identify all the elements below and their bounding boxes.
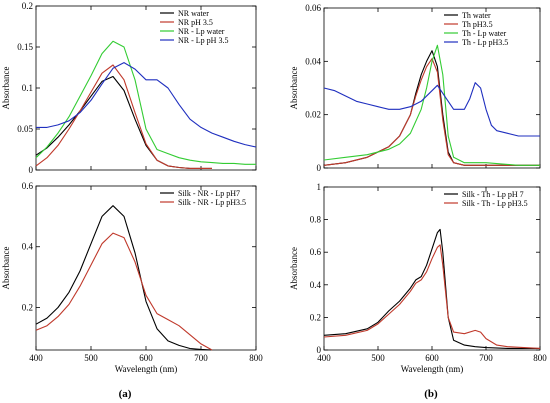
series-line — [323, 44, 540, 166]
y-tick-label: 0.06 — [305, 3, 321, 13]
y-tick-label: 0.2 — [310, 312, 321, 322]
y-axis-label: Absorbance — [1, 247, 11, 290]
series-line — [35, 232, 213, 351]
series-line — [35, 205, 213, 351]
y-tick-label: 0.2 — [22, 1, 33, 11]
legend-label: Th - Lp water — [462, 29, 507, 38]
series-line — [323, 228, 540, 349]
y-tick-label: 0.05 — [17, 124, 33, 134]
legend-label: Th pH3.5 — [462, 20, 493, 29]
legend-label: NR - Lp water — [178, 27, 225, 36]
y-tick-label: 0 — [317, 345, 322, 355]
x-tick-label: 700 — [194, 353, 208, 363]
y-tick-label: 0.6 — [310, 247, 322, 257]
series-line — [35, 64, 212, 169]
chart-a-bottom: 0.2 0.4 0.6 400 500 600 700 800 Absorbance Wavele… — [1, 181, 263, 374]
series-line — [35, 40, 256, 165]
plot-frame — [35, 185, 257, 351]
series-line — [323, 58, 540, 166]
y-tick-label: 0.4 — [22, 242, 34, 252]
chart-b-bottom: 0 0.2 0.4 0.6 0.8 1 400 500 600 700 800 Absorbance W… — [289, 182, 547, 374]
y-tick-label: 0.6 — [22, 181, 34, 191]
legend-label: Silk - Th - Lp pH3.5 — [462, 199, 528, 208]
y-tick-label: 0.1 — [22, 83, 33, 93]
series-line — [323, 82, 540, 137]
x-tick-label: 600 — [425, 353, 439, 363]
series-line — [35, 75, 212, 169]
x-tick-label: 400 — [29, 353, 43, 363]
y-tick-label: 0.4 — [310, 280, 322, 290]
panel-label-b: (b) — [424, 388, 438, 400]
y-tick-label: 0.04 — [305, 56, 321, 66]
legend-label: Silk - Th - Lp pH 7 — [462, 190, 524, 199]
y-tick-label: 0 — [29, 165, 34, 175]
y-tick-label: 0.2 — [22, 302, 33, 312]
x-tick-label: 500 — [371, 353, 385, 363]
y-tick-label: 0.15 — [17, 42, 33, 52]
x-tick-label: 800 — [533, 353, 547, 363]
y-axis-label: Absorbance — [289, 247, 299, 290]
legend-label: NR pH 3.5 — [178, 18, 213, 27]
y-axis-label: Absorbance — [1, 67, 11, 110]
y-axis-label: Absorbance — [289, 67, 299, 110]
plot-frame — [323, 7, 541, 169]
legend-label: NR water — [178, 9, 209, 18]
x-tick-label: 400 — [317, 353, 331, 363]
x-tick-label: 800 — [249, 353, 263, 363]
series-line — [323, 244, 541, 349]
legend-label: Th water — [462, 11, 491, 20]
legend-label: Th - Lp pH3.5 — [462, 38, 508, 47]
y-tick-label: 0 — [317, 163, 322, 173]
plot-frame — [323, 186, 541, 351]
series-line — [323, 50, 540, 166]
x-tick-label: 500 — [84, 353, 98, 363]
x-axis-label: Wavelength (nm) — [401, 364, 464, 374]
y-tick-label: 1 — [317, 182, 322, 192]
series-line — [36, 62, 257, 148]
legend-label: Silk - NR - Lp pH3.5 — [178, 198, 246, 207]
x-tick-label: 700 — [479, 353, 493, 363]
x-axis-label: Wavelength (nm) — [115, 364, 178, 374]
panel-label-a: (a) — [119, 388, 132, 400]
legend-label: Silk - NR - Lp pH7 — [178, 189, 240, 198]
y-tick-label: 0.02 — [305, 110, 321, 120]
y-tick-label: 0.8 — [310, 215, 322, 225]
legend-label: NR - Lp pH 3.5 — [178, 36, 228, 45]
x-tick-label: 600 — [139, 353, 153, 363]
